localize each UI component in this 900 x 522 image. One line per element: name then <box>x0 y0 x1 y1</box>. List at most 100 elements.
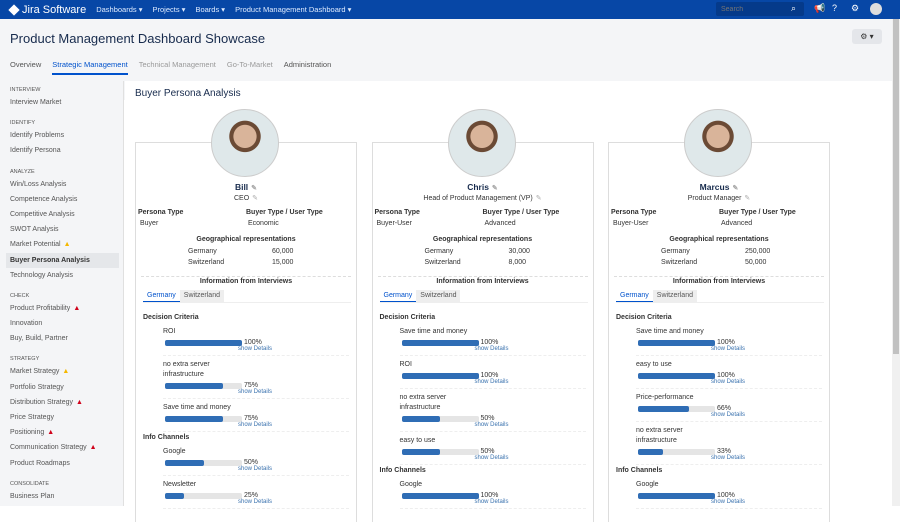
item-label: easy to use <box>636 361 672 368</box>
sidebar-item[interactable]: Identify Problems <box>6 128 119 143</box>
jira-logo[interactable]: Jira Software <box>8 4 86 16</box>
geo-value[interactable]: 50,000 <box>745 259 767 266</box>
warning-icon: ▲ <box>63 241 71 249</box>
sidebar-item[interactable]: Positioning ▲ <box>6 425 119 440</box>
nav-dashboards[interactable]: Dashboards ▾ <box>96 5 143 14</box>
tab-germany[interactable]: Germany <box>379 290 417 302</box>
criteria-item: no extra server infrastructure 33% show De… <box>636 424 822 465</box>
tab-go-to-market[interactable]: Go-To-Market <box>226 60 273 69</box>
settings-icon[interactable]: ⚙ <box>851 3 860 13</box>
tab-administration[interactable]: Administration <box>283 60 332 69</box>
sidebar-item[interactable]: Competitive Analysis <box>6 207 119 222</box>
search-icon[interactable]: ⌕ <box>791 3 797 13</box>
progress-fill <box>165 459 204 466</box>
sidebar-item[interactable]: Technology Analysis <box>6 268 119 283</box>
notifications-icon[interactable]: 📢 <box>814 3 826 13</box>
nav-current-dashboard[interactable]: Product Management Dashboard ▾ <box>235 5 352 14</box>
persona-type-value[interactable]: Buyer <box>140 220 159 227</box>
tab-strategic-management[interactable]: Strategic Management <box>52 60 128 75</box>
persona-card: Chris ✎ Head of Product Management (VP) ✎ Pe… <box>371 109 594 522</box>
item-label: Save time and money <box>636 328 704 335</box>
criteria-heading: Decision Criteria <box>379 314 436 321</box>
sidebar-item[interactable]: Price Strategy <box>6 410 119 425</box>
show-details-link[interactable]: show Details <box>711 346 746 352</box>
tab-germany[interactable]: Germany <box>616 290 653 302</box>
edit-pencil-icon[interactable]: ✎ <box>251 185 258 192</box>
item-label: Save time and money <box>163 404 231 411</box>
sidebar-item[interactable]: Innovation <box>6 316 119 331</box>
show-details-link[interactable]: show Details <box>238 389 273 395</box>
buyer-type-value[interactable]: Advanced <box>484 220 516 227</box>
sidebar-item[interactable]: Business Plan <box>6 489 119 504</box>
geo-value[interactable]: 60,000 <box>272 248 294 255</box>
show-details-link[interactable]: show Details <box>711 499 746 505</box>
search-input[interactable] <box>716 2 804 16</box>
sidebar-item[interactable]: Identify Persona <box>6 143 119 158</box>
buyer-type-value[interactable]: Economic <box>248 220 279 227</box>
user-avatar[interactable] <box>870 3 882 15</box>
sidebar-item[interactable]: Buyer Persona Analysis <box>6 252 119 268</box>
geo-value[interactable]: 30,000 <box>508 248 530 255</box>
buyer-type-value[interactable]: Advanced <box>721 220 753 227</box>
sidebar-item[interactable]: Distribution Strategy ▲ <box>6 395 119 410</box>
progress-row: 100% <box>400 372 586 379</box>
show-details-link[interactable]: show Details <box>238 466 273 472</box>
sidebar-item[interactable]: Interview Market <box>6 95 119 110</box>
show-details-link[interactable]: show Details <box>711 412 746 418</box>
sidebar-item[interactable]: Product Profitability ▲ <box>6 301 119 316</box>
item-label: easy to use <box>399 437 436 444</box>
sidebar-item[interactable]: Market Potential ▲ <box>6 237 119 252</box>
tab-germany[interactable]: Germany <box>143 290 180 302</box>
sidebar-item-label: SWOT Analysis <box>10 226 59 234</box>
geo-value[interactable]: 8,000 <box>508 259 527 266</box>
edit-pencil-icon[interactable]: ✎ <box>744 195 751 202</box>
persona-type-label: Persona Type <box>611 209 657 216</box>
sidebar-item-label: Identify Persona <box>10 147 61 155</box>
tab-switzerland[interactable]: Switzerland <box>416 290 461 302</box>
show-details-link[interactable]: show Details <box>474 346 509 352</box>
persona-type-value[interactable]: Buyer-User <box>376 220 412 227</box>
sidebar-item[interactable]: Portfolio Strategy <box>6 380 119 395</box>
scrollbar-thumb[interactable] <box>893 19 899 354</box>
scrollbar[interactable] <box>892 19 900 506</box>
sidebar-item[interactable]: Market Strategy ▲ <box>6 364 119 379</box>
show-details-link[interactable]: show Details <box>711 455 746 461</box>
show-details-link[interactable]: show Details <box>238 422 273 428</box>
show-details-link[interactable]: show Details <box>474 379 509 385</box>
sidebar-item[interactable]: SWOT Analysis <box>6 222 119 237</box>
nav-boards[interactable]: Boards ▾ <box>195 5 226 14</box>
persona-photo <box>684 109 752 177</box>
show-details-link[interactable]: show Details <box>474 422 509 428</box>
geo-value[interactable]: 15,000 <box>272 259 294 266</box>
show-details-link[interactable]: show Details <box>474 499 509 505</box>
progress-percent: 100% <box>480 492 499 499</box>
show-details-link[interactable]: show Details <box>238 499 273 505</box>
persona-type-value[interactable]: Buyer-User <box>613 220 649 227</box>
help-icon[interactable]: ? <box>832 3 838 13</box>
show-details-link[interactable]: show Details <box>474 455 509 461</box>
edit-pencil-icon[interactable]: ✎ <box>491 185 498 192</box>
sidebar-item[interactable]: Buy, Build, Partner <box>6 331 119 346</box>
show-details-link[interactable]: show Details <box>711 379 746 385</box>
tab-switzerland[interactable]: Switzerland <box>652 290 697 302</box>
sidebar-item[interactable]: Product Roadmaps <box>6 456 119 471</box>
tab-switzerland[interactable]: Switzerland <box>179 290 224 302</box>
warning-icon: ▲ <box>89 444 97 452</box>
criteria-item: Save time and money 75% show Details <box>163 401 349 432</box>
tab-technical-management[interactable]: Technical Management <box>138 60 216 69</box>
tab-overview[interactable]: Overview <box>10 60 42 69</box>
sidebar-item[interactable]: Win/Loss Analysis <box>6 177 119 192</box>
edit-pencil-icon[interactable]: ✎ <box>252 195 259 202</box>
edit-pencil-icon[interactable]: ✎ <box>732 185 739 192</box>
sidebar-item[interactable]: Competence Analysis <box>6 192 119 207</box>
show-details-link[interactable]: show Details <box>238 346 273 352</box>
edit-pencil-icon[interactable]: ✎ <box>535 195 542 202</box>
geo-value[interactable]: 250,000 <box>745 248 771 255</box>
nav-projects[interactable]: Projects ▾ <box>152 5 186 14</box>
sidebar-item-label: Price Strategy <box>10 414 54 421</box>
progress-fill <box>401 448 440 455</box>
dashboard-settings-button[interactable]: ⚙ ▾ <box>852 29 882 44</box>
sidebar-item[interactable]: Communication Strategy ▲ <box>6 440 119 455</box>
progress-row: 33% <box>636 448 822 455</box>
sidebar-item-label: Technology Analysis <box>10 271 74 279</box>
